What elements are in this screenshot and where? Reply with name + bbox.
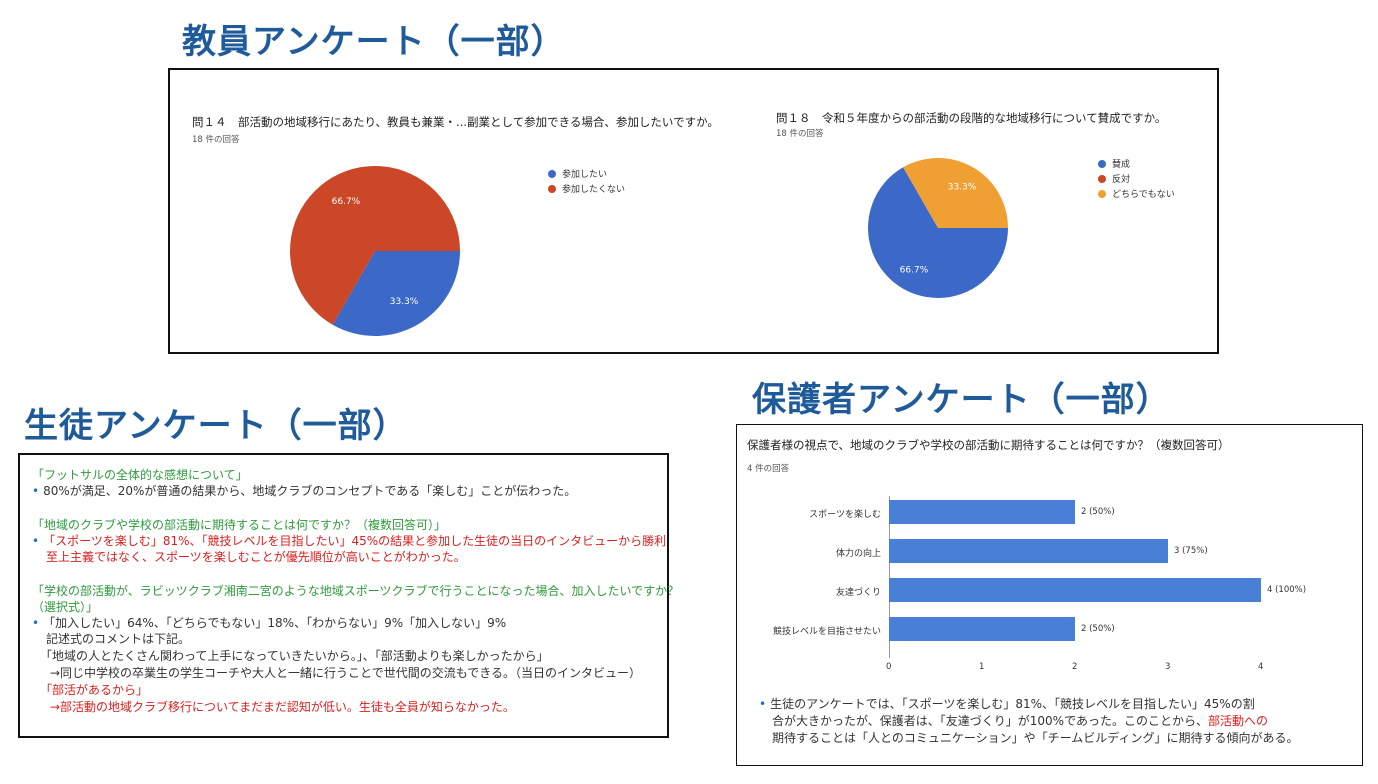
q18-title: 問１８ 令和５年度からの部活動の段階的な地域移行について賛成ですか。 bbox=[776, 111, 1167, 125]
s2-line2: 至上主義ではなく、スポーツを楽しむことが優先順位が高いことがわかった。 bbox=[46, 550, 466, 564]
parent-bar-chart: スポーツを楽しむ 2 (50%) 体力の向上 3 (75%) 友達づくり 4 (100%)… bbox=[737, 425, 1364, 675]
s1-heading: 「フットサルの全体的な感想について」 bbox=[32, 468, 248, 482]
s3-line1: • 「加入したい」64%、「どちらでもない」18%、「わからない」9%「加入しない… bbox=[32, 615, 506, 631]
legend-item-disagree: 反対 bbox=[1098, 171, 1175, 186]
s3-line6: →部活動の地域クラブ移行についてまだまだ認知が低い。生徒も全員が知らなかった。 bbox=[50, 700, 515, 714]
student-survey-heading: 生徒アンケート（一部） bbox=[24, 406, 408, 446]
parent-question-title: 保護者様の視点で、地域のクラブや学校の部活動に期待することは何ですか？（複数回答… bbox=[747, 438, 1230, 452]
x-tick-label: 4 bbox=[1258, 662, 1264, 672]
x-tick-label: 2 bbox=[1072, 662, 1078, 672]
note-text2b: 部活動への bbox=[1207, 714, 1268, 728]
q14-legend: 参加したい 参加したくない bbox=[548, 166, 625, 196]
bar bbox=[889, 500, 1075, 524]
bullet-icon: • bbox=[32, 484, 40, 498]
legend-dot bbox=[1098, 174, 1106, 183]
legend-label: 参加したくない bbox=[562, 185, 626, 195]
legend-dot bbox=[548, 184, 556, 193]
s3-text1: 「加入したい」64%、「どちらでもない」18%、「わからない」9%「加入しない」… bbox=[43, 616, 507, 630]
q14-response-count: 18 件の回答 bbox=[192, 135, 240, 145]
parent-survey-panel: 保護者様の視点で、地域のクラブや学校の部活動に期待することは何ですか？（複数回答… bbox=[736, 424, 1363, 766]
s1-line: • 80%が満足、20%が普通の結果から、地域クラブのコンセプトである「楽しむ」こ… bbox=[32, 483, 576, 499]
legend-dot bbox=[1098, 189, 1106, 198]
s3-heading2: （選択式）」 bbox=[32, 600, 99, 614]
s2-text1: 「スポーツを楽しむ」81%、「競技レベルを目指したい」45%の結果と参加した生徒… bbox=[43, 534, 667, 548]
bullet-icon: • bbox=[759, 697, 767, 711]
q14-pie-chart: 33.3% 66.7% bbox=[290, 166, 460, 336]
q18-response-count: 18 件の回答 bbox=[776, 129, 824, 139]
s2-heading: 「地域のクラブや学校の部活動に期待することは何ですか？（複数回答可）」 bbox=[32, 518, 447, 532]
legend-label: 反対 bbox=[1112, 175, 1131, 185]
bar-category-label: 友達づくり bbox=[835, 588, 881, 598]
q18-legend: 賛成 反対 どちらでもない bbox=[1098, 156, 1175, 201]
legend-label: どちらでもない bbox=[1112, 190, 1175, 200]
bar bbox=[889, 617, 1075, 641]
bar-value-label: 2 (50%) bbox=[1081, 624, 1115, 634]
s3-line4: →同じ中学校の卒業生の学生コーチや大人と一緒に行うことで世代間の交流もできる。（… bbox=[50, 666, 641, 680]
q18-pie-chart: 66.7% 33.3% bbox=[868, 158, 1008, 298]
legend-item-join: 参加したい bbox=[548, 166, 625, 181]
bullet-icon: • bbox=[32, 534, 40, 548]
pie-slice-0 bbox=[868, 167, 1008, 298]
pie-slice-1 bbox=[290, 166, 460, 325]
s3-line5: 「部活があるから」 bbox=[40, 683, 149, 697]
x-tick-label: 1 bbox=[979, 662, 985, 672]
legend-label: 賛成 bbox=[1112, 160, 1131, 170]
x-tick-label: 3 bbox=[1165, 662, 1171, 672]
bar bbox=[889, 578, 1261, 602]
y-axis-line bbox=[889, 496, 890, 658]
bar-category-label: スポーツを楽しむ bbox=[809, 510, 881, 520]
legend-dot bbox=[548, 169, 556, 178]
bar-value-label: 3 (75%) bbox=[1174, 546, 1208, 556]
student-survey-panel: 「フットサルの全体的な感想について」 • 80%が満足、20%が普通の結果から、地… bbox=[18, 453, 679, 738]
pie-slice-label: 66.7% bbox=[900, 266, 929, 276]
bar-category-label: 競技レベルを目指させたい bbox=[772, 627, 881, 637]
q14-title: 問１４ 部活動の地域移行にあたり、教員も兼業・...副業として参加できる場合、参… bbox=[192, 115, 719, 129]
s3-line3: 「地域の人とたくさん関わって上手になっていきたいから。」、「部活動よりも楽しかっ… bbox=[40, 649, 549, 663]
legend-label: 参加したい bbox=[562, 170, 608, 180]
parent-note-line2: 合が大きかったが、保護者は、「友達づくり」が100%であった。このことから、部活… bbox=[772, 713, 1268, 730]
legend-item-neutral: どちらでもない bbox=[1098, 186, 1175, 201]
note-text1: 生徒のアンケートでは、「スポーツを楽しむ」81%、「競技レベルを目指したい」45… bbox=[770, 697, 1255, 711]
legend-item-not-join: 参加したくない bbox=[548, 181, 625, 196]
s1-text: 80%が満足、20%が普通の結果から、地域クラブのコンセプトである「楽しむ」こと… bbox=[43, 484, 577, 498]
parent-survey-heading: 保護者アンケート（一部） bbox=[752, 380, 1171, 420]
parent-note-line3: 期待することは「人とのコミュニケーション」や「チームビルディング」に期待する傾向… bbox=[772, 731, 1299, 745]
pie-slice-label: 33.3% bbox=[390, 297, 419, 307]
bullet-icon: • bbox=[32, 616, 40, 630]
pie-slice-0 bbox=[332, 251, 460, 336]
parent-response-count: 4 件の回答 bbox=[747, 464, 790, 474]
parent-note-line1: • 生徒のアンケートでは、「スポーツを楽しむ」81%、「競技レベルを目指したい」4… bbox=[759, 696, 1255, 713]
legend-dot bbox=[1098, 159, 1106, 168]
bar-value-label: 4 (100%) bbox=[1267, 585, 1307, 595]
pie-slice-label: 33.3% bbox=[948, 182, 977, 192]
s3-line2: 記述式のコメントは下記。 bbox=[46, 632, 191, 646]
s3-heading1: 「学校の部活動が、ラビッツクラブ湘南二宮のような地域スポーツクラブで行うことにな… bbox=[32, 584, 680, 598]
x-tick-label: 0 bbox=[886, 662, 892, 672]
bar bbox=[889, 539, 1168, 563]
pie-slice-label: 66.7% bbox=[332, 197, 361, 207]
pie-slice-2 bbox=[903, 158, 1008, 228]
note-text2a: 合が大きかったが、保護者は、「友達づくり」が100%であった。このことから、 bbox=[772, 714, 1208, 728]
bar-category-label: 体力の向上 bbox=[835, 549, 881, 559]
s2-line1: • 「スポーツを楽しむ」81%、「競技レベルを目指したい」45%の結果と参加した生… bbox=[32, 533, 666, 549]
teacher-survey-panel: 問１４ 部活動の地域移行にあたり、教員も兼業・...副業として参加できる場合、参… bbox=[168, 68, 1219, 354]
teacher-survey-heading: 教員アンケート（一部） bbox=[182, 22, 566, 62]
legend-item-agree: 賛成 bbox=[1098, 156, 1175, 171]
bar-value-label: 2 (50%) bbox=[1081, 507, 1115, 517]
